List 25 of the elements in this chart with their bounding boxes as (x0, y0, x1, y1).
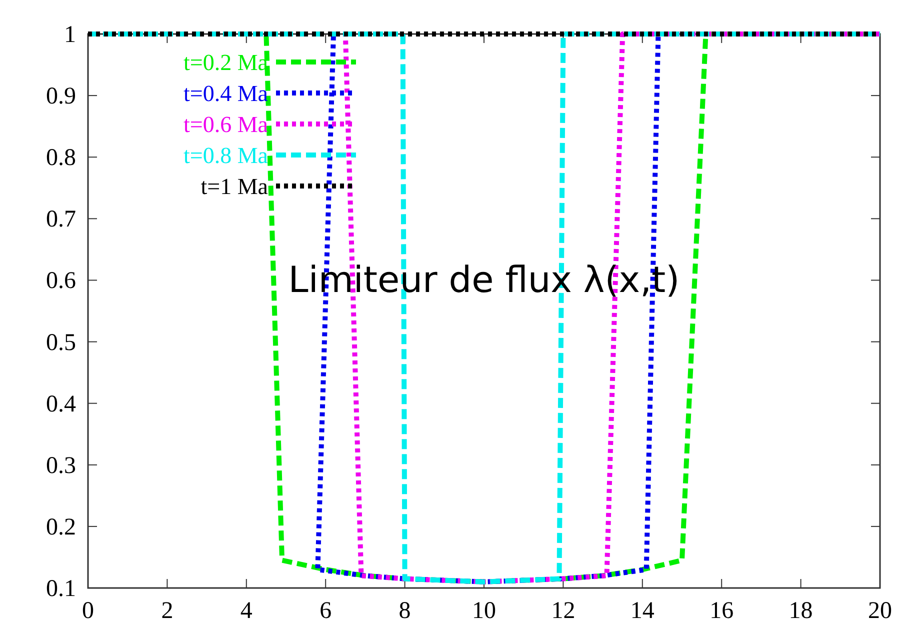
y-tick-label: 0.6 (46, 268, 76, 294)
x-tick-label: 18 (788, 598, 813, 624)
y-tick-label: 1 (64, 22, 76, 48)
legend-label: t=1 Ma (200, 174, 268, 199)
y-tick-label: 0.5 (46, 330, 76, 356)
x-tick-label: 12 (551, 598, 576, 624)
y-tick-label: 0.4 (46, 391, 76, 418)
y-tick-label: 0.9 (46, 84, 76, 110)
y-tick-label: 0.8 (46, 145, 76, 172)
y-tick-label: 0.7 (46, 206, 76, 233)
legend-label: t=0.6 Ma (183, 112, 268, 137)
legend-label: t=0.8 Ma (183, 143, 268, 168)
x-tick-label: 16 (710, 598, 734, 624)
x-tick-label: 20 (868, 598, 892, 624)
y-tick-label: 0.2 (46, 514, 76, 540)
x-tick-label: 6 (320, 598, 332, 624)
x-tick-label: 8 (398, 598, 411, 624)
x-tick-label: 10 (472, 598, 496, 624)
y-tick-label: 0.1 (46, 576, 76, 602)
x-tick-label: 14 (630, 598, 654, 624)
y-tick-label: 0.3 (46, 452, 76, 479)
x-tick-label: 0 (82, 598, 94, 624)
x-tick-label: 2 (161, 598, 174, 624)
x-tick-label: 4 (240, 598, 252, 624)
legend-label: t=0.4 Ma (183, 81, 268, 106)
